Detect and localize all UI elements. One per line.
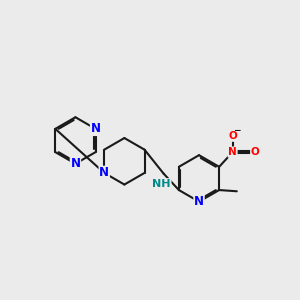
Text: −: − [233,126,241,135]
Text: NH: NH [152,179,171,189]
Text: N: N [99,167,109,179]
Text: N: N [70,157,80,170]
Text: N: N [228,147,237,157]
Text: N: N [194,195,204,208]
Text: N: N [91,122,100,135]
Text: O: O [251,147,260,157]
Text: O: O [228,131,237,141]
